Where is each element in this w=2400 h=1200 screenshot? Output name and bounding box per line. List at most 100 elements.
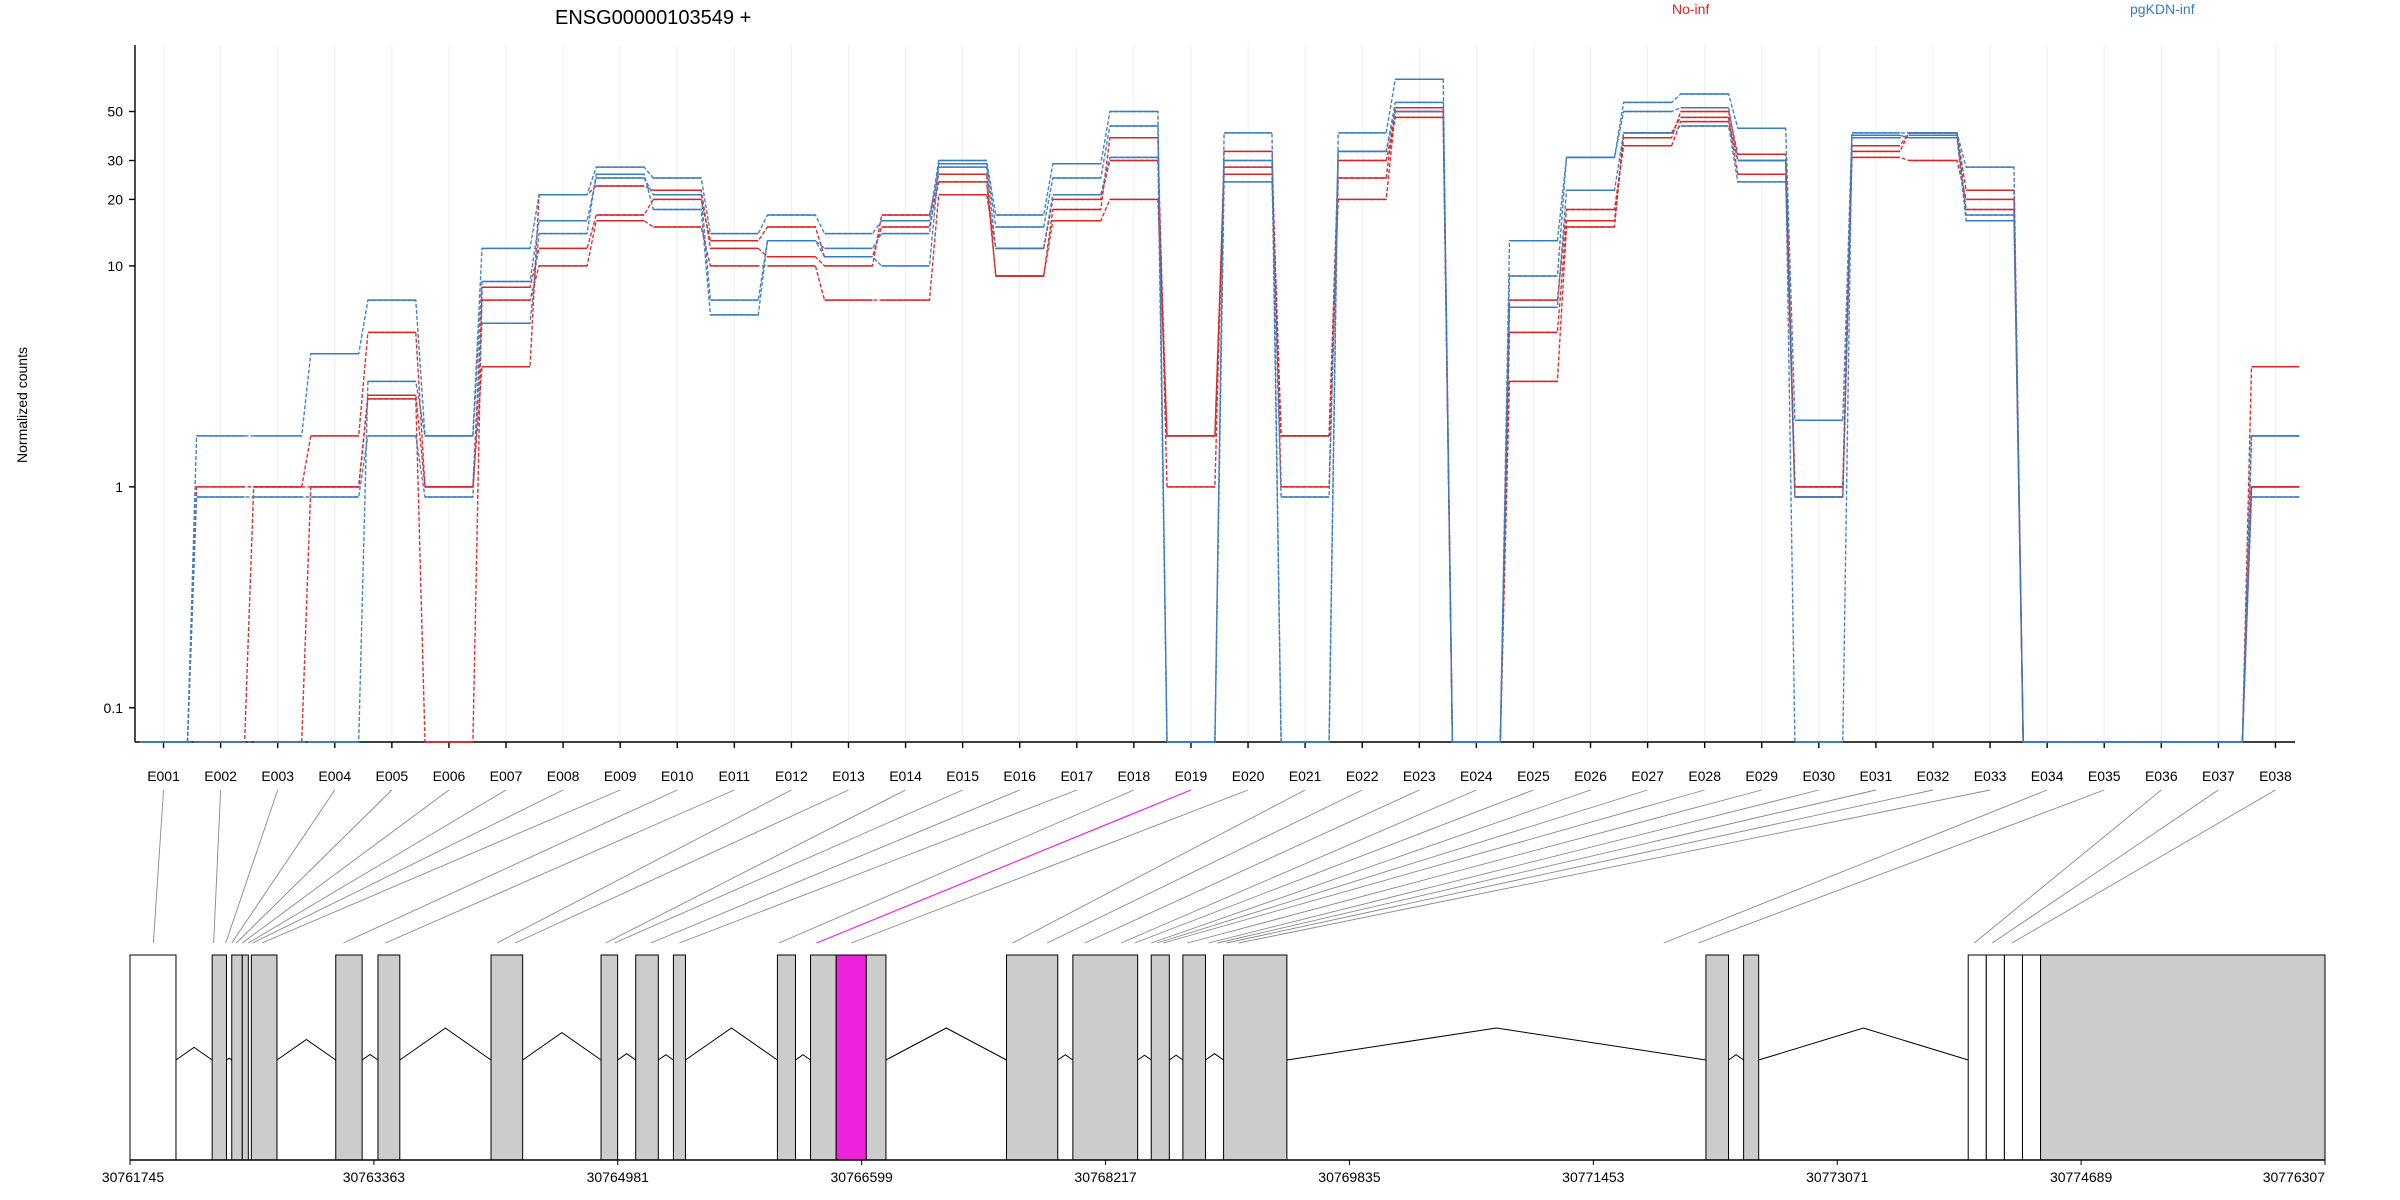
x-tick-label: E001 xyxy=(147,768,180,784)
exon-block xyxy=(490,954,524,1161)
connector-line xyxy=(385,789,735,944)
exon-block xyxy=(1182,954,1206,1161)
x-tick-label: E018 xyxy=(1118,768,1151,784)
exon-block-highlight xyxy=(835,954,867,1161)
connector-line xyxy=(1151,789,1591,944)
utr-block xyxy=(2021,954,2042,1161)
x-tick-label: E032 xyxy=(1917,768,1950,784)
intron-line xyxy=(1728,1054,1744,1061)
exon-block xyxy=(335,954,363,1161)
intron-line xyxy=(1057,1054,1074,1061)
utr-block xyxy=(1967,954,1987,1161)
x-tick-label: E038 xyxy=(2259,768,2292,784)
sample-levels-pgkdn-inf-3 xyxy=(139,101,2300,743)
x-tick-label: E019 xyxy=(1175,768,1208,784)
y-tick-label: 1 xyxy=(115,479,123,495)
connector-line xyxy=(235,789,393,944)
x-tick-label: E031 xyxy=(1860,768,1893,784)
x-axis-ticks: E001 E002 E003 E004 E005 E006 E007 E008 E009 E010… xyxy=(147,742,2292,784)
connector-line xyxy=(1157,789,1648,944)
utr-block xyxy=(1985,954,2005,1161)
intron-line xyxy=(226,1057,233,1061)
connector-line xyxy=(1120,789,1477,944)
y-tick-label: 10 xyxy=(107,258,123,274)
x-tick-label: E005 xyxy=(376,768,409,784)
coord-tick-label: 30771453 xyxy=(1562,1169,1625,1185)
intron-line xyxy=(795,1054,811,1061)
connector-line xyxy=(213,789,222,944)
x-tick-label: E007 xyxy=(490,768,523,784)
connector-line-highlight xyxy=(816,789,1192,944)
x-tick-label: E012 xyxy=(775,768,808,784)
exon-block xyxy=(635,954,659,1161)
x-tick-label: E037 xyxy=(2202,768,2235,784)
intron-line xyxy=(1758,1027,1969,1061)
genomic-coordinate-axis: 30761745 30763363 30764981 30766599 30768217… xyxy=(102,1159,2326,1185)
intron-line xyxy=(522,1031,602,1061)
x-tick-label: E034 xyxy=(2031,768,2064,784)
connector-line xyxy=(614,789,963,944)
connector-line xyxy=(1047,789,1363,944)
x-tick-label: E014 xyxy=(889,768,922,784)
connector-line xyxy=(152,789,164,944)
connector-line xyxy=(242,789,450,944)
connector-line xyxy=(1238,789,1991,944)
x-tick-label: E016 xyxy=(1003,768,1036,784)
connector-line xyxy=(650,789,1020,944)
connector-line xyxy=(252,789,564,944)
x-tick-label: E036 xyxy=(2145,768,2178,784)
connector-line xyxy=(225,789,279,944)
x-tick-label: E028 xyxy=(1688,768,1721,784)
exon-block xyxy=(810,954,837,1161)
x-tick-label: E020 xyxy=(1232,768,1265,784)
x-tick-label: E015 xyxy=(946,768,979,784)
intron-line xyxy=(658,1054,674,1061)
connector-line xyxy=(496,789,792,944)
exon-block xyxy=(241,954,249,1161)
connector-line xyxy=(1084,789,1420,944)
x-tick-label: E027 xyxy=(1631,768,1664,784)
x-tick-label: E009 xyxy=(604,768,637,784)
exon-block xyxy=(672,954,686,1161)
exon-block xyxy=(211,954,227,1161)
exon-block xyxy=(600,954,619,1161)
exon-block xyxy=(1006,954,1059,1161)
x-tick-label: E033 xyxy=(1974,768,2007,784)
connector-line xyxy=(679,789,1077,944)
connector-line xyxy=(778,789,1135,944)
connector-line xyxy=(605,789,906,944)
coord-tick-label: 30764981 xyxy=(587,1169,650,1185)
connector-line xyxy=(1208,789,1819,944)
intron-line xyxy=(1205,1053,1224,1061)
exon-block xyxy=(231,954,243,1161)
exon-block xyxy=(1150,954,1170,1161)
exon-block xyxy=(250,954,278,1161)
connector-line xyxy=(2011,789,2276,944)
coord-tick-label: 30773071 xyxy=(1806,1169,1869,1185)
connector-line xyxy=(1134,789,1534,944)
y-axis-label: Normalized counts xyxy=(14,347,30,463)
y-tick-label: 20 xyxy=(107,191,123,207)
coord-tick-label: 30766599 xyxy=(831,1169,894,1185)
x-tick-label: E006 xyxy=(433,768,466,784)
connector-line xyxy=(248,789,507,944)
x-tick-label: E030 xyxy=(1802,768,1835,784)
exon-block xyxy=(377,954,401,1161)
x-tick-label: E013 xyxy=(832,768,865,784)
intron-line xyxy=(1137,1054,1152,1061)
connector-line xyxy=(1226,789,1934,944)
x-tick-label: E003 xyxy=(261,768,294,784)
connector-line xyxy=(1187,789,1762,944)
exon-block xyxy=(865,954,887,1161)
connector-line xyxy=(514,789,849,944)
intron-line xyxy=(276,1038,337,1061)
intron-line xyxy=(1169,1054,1184,1061)
connector-line xyxy=(1217,789,1877,944)
intron-line xyxy=(885,1027,1007,1061)
x-tick-label: E026 xyxy=(1574,768,1607,784)
utr-block xyxy=(129,954,177,1161)
coord-tick-label: 30761745 xyxy=(102,1169,165,1185)
x-tick-label: E021 xyxy=(1289,768,1322,784)
coord-tick-label: 30776307 xyxy=(2263,1169,2326,1185)
x-tick-label: E011 xyxy=(718,768,750,784)
